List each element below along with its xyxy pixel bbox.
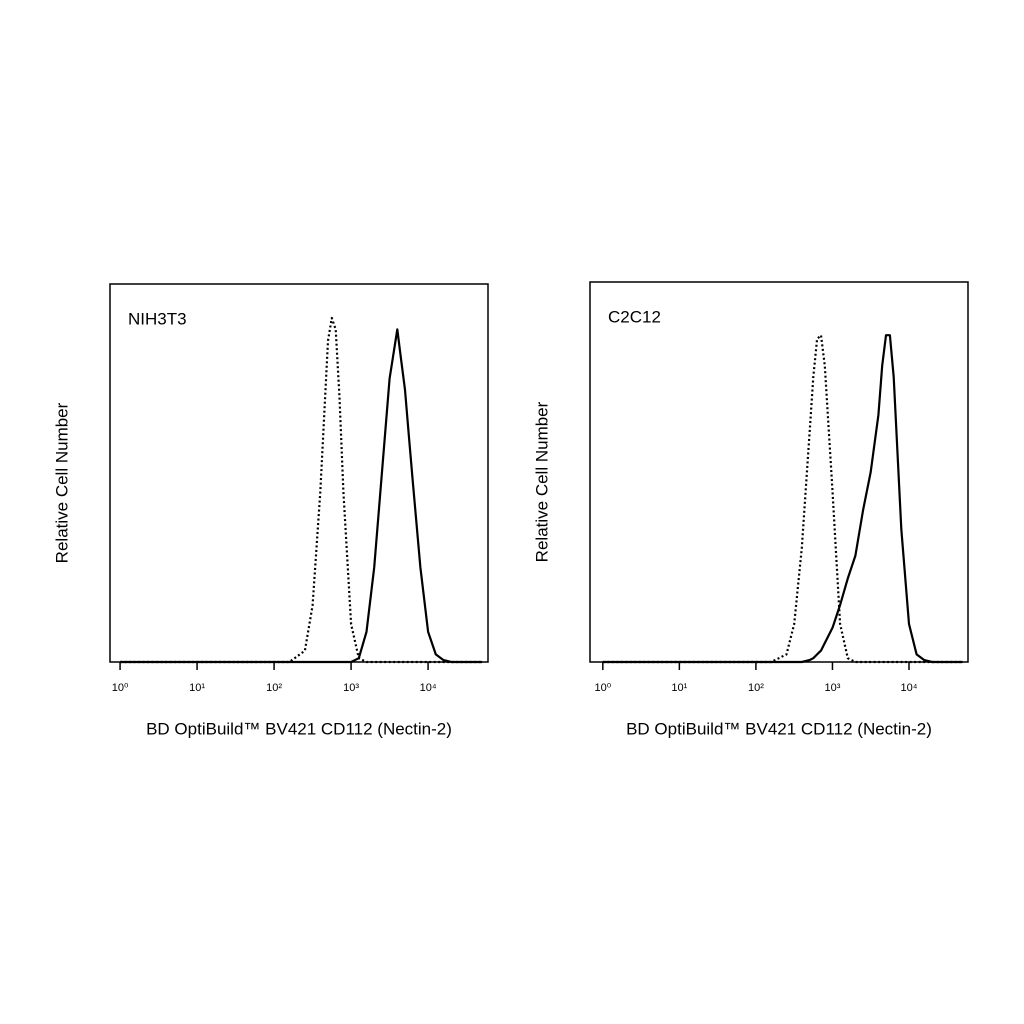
x-axis-label: BD OptiBuild™ BV421 CD112 (Nectin-2) (626, 719, 932, 738)
x-tick-label: 10³ (824, 682, 840, 694)
x-tick-label: 10³ (343, 682, 359, 694)
x-tick-label: 10⁴ (420, 682, 437, 694)
x-tick-label: 10⁰ (594, 682, 611, 694)
histogram-line (602, 334, 963, 664)
plot-frame (109, 283, 489, 663)
x-axis-label: BD OptiBuild™ BV421 CD112 (Nectin-2) (146, 719, 452, 738)
histogram-line (120, 328, 482, 664)
y-axis-label: Relative Cell Number (532, 401, 551, 562)
y-axis-label: Relative Cell Number (52, 402, 71, 563)
x-tick-label: 10¹ (189, 682, 205, 694)
x-tick-label: 10⁴ (901, 682, 918, 694)
histogram-line (602, 334, 963, 664)
histogram-line (120, 316, 482, 664)
plot-frame (589, 281, 969, 663)
x-tick-label: 10¹ (671, 682, 687, 694)
x-tick-label: 10⁰ (112, 682, 129, 694)
x-tick-label: 10² (266, 682, 282, 694)
x-tick-label: 10² (748, 682, 764, 694)
panel-label: NIH3T3 (128, 309, 187, 328)
panel-label: C2C12 (608, 307, 661, 326)
